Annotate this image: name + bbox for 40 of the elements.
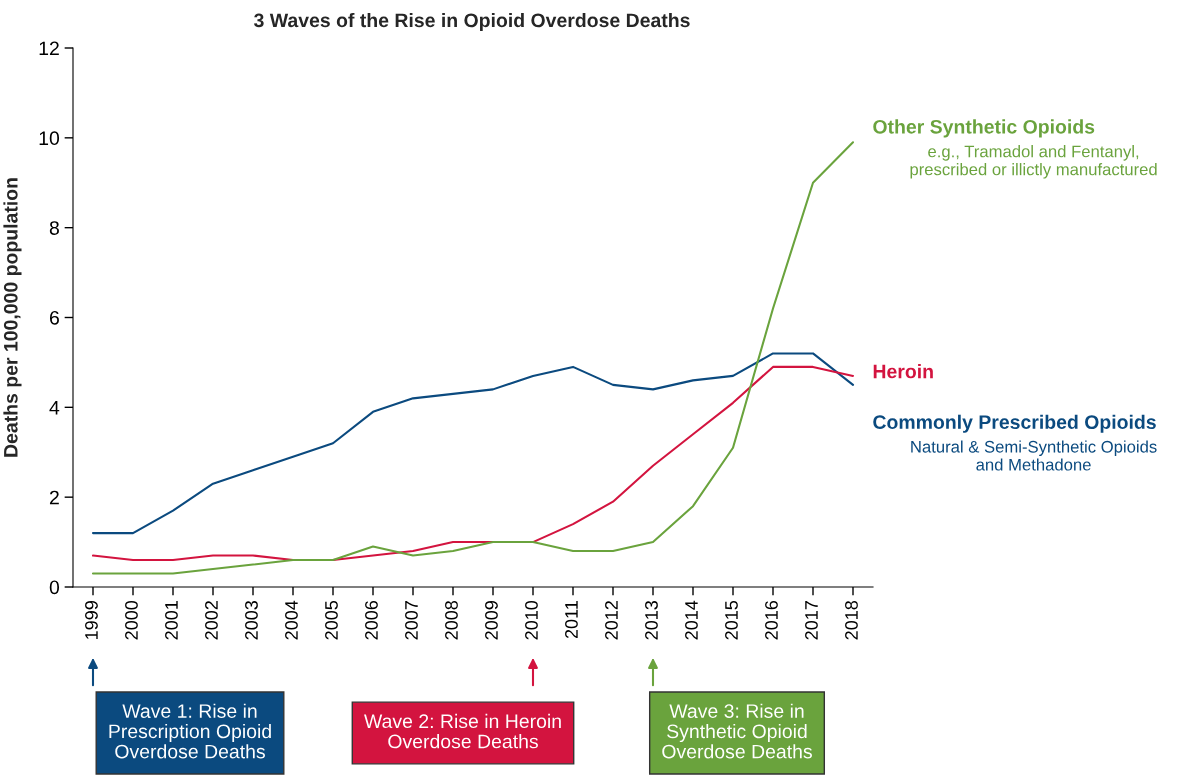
- series-label: Commonly Prescribed Opioids: [873, 414, 1156, 433]
- line-series: [91, 352, 855, 535]
- x-tick-label: 2014: [685, 600, 698, 640]
- x-tick-label: 2004: [285, 600, 298, 640]
- x-tick-label: 2010: [525, 600, 538, 640]
- series-label: Other Synthetic Opioids: [873, 119, 1095, 138]
- y-tick-label: 0: [49, 580, 60, 595]
- x-tick-label: 2018: [845, 600, 858, 640]
- x-tick-label: 2015: [725, 600, 738, 640]
- x-tick-label: 2012: [605, 601, 618, 640]
- x-tick-label: 2003: [245, 600, 258, 640]
- x-tick-label: 2007: [405, 601, 418, 640]
- x-tick-label: 1999: [85, 601, 98, 639]
- y-tick-label: 8: [49, 221, 59, 235]
- series-label: Heroin: [873, 364, 933, 379]
- y-tick-label: 2: [49, 490, 59, 505]
- x-tick-label: 2005: [325, 600, 338, 640]
- x-tick-label: 2009: [485, 601, 498, 640]
- y-tick-label: 6: [49, 310, 59, 325]
- x-tick-label: 2000: [125, 600, 138, 640]
- text: e.g., Tramadol and Fentanyl, prescribed or illictly manufactured: [910, 145, 1157, 179]
- line-series: [91, 365, 855, 562]
- chart-title: 3 Waves of the Rise in Opioid Overdose Deaths: [254, 12, 690, 32]
- x-tick-label: 2002: [205, 601, 218, 640]
- y-tick-label: 12: [39, 41, 59, 56]
- y-tick-label: 10: [39, 131, 60, 146]
- x-tick-label: 2016: [765, 600, 778, 640]
- x-tick-label: 2017: [805, 601, 818, 640]
- y-tick-label: 4: [49, 401, 60, 415]
- x-tick-label: 2006: [365, 600, 378, 640]
- text: Wave 2: Rise in Heroin Overdose Deaths: [364, 713, 561, 749]
- x-tick-label: 2001: [165, 601, 178, 640]
- text: Natural & Semi-Synthetic Opioids and Methadone: [911, 440, 1157, 471]
- text: Wave 1: Rise in Prescription Opioid Overdose Deaths: [109, 703, 271, 759]
- y-axis-title: Deaths per 100,000 population: [3, 178, 22, 457]
- line-series: [91, 141, 855, 575]
- text: Wave 3: Rise in Synthetic Opioid Overdose Deaths: [662, 703, 812, 759]
- x-tick-label: 2011: [565, 601, 578, 639]
- x-tick-label: 2013: [645, 600, 658, 640]
- x-tick-label: 2008: [445, 600, 458, 640]
